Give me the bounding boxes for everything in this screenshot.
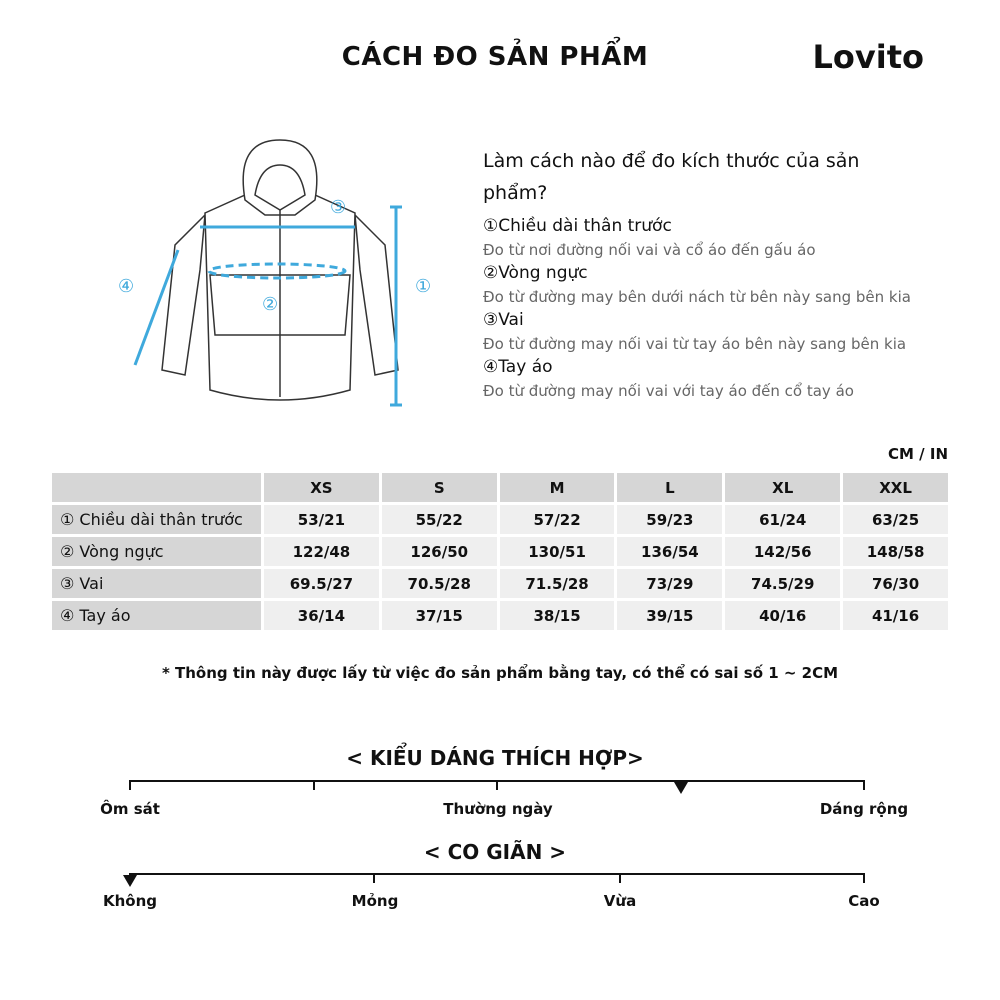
marker-4: ④ xyxy=(118,276,134,297)
cell: 148/58 xyxy=(843,537,948,566)
stretch-title: < CO GIÃN > xyxy=(423,840,567,864)
cell: 57/22 xyxy=(499,505,615,534)
cell: 63/25 xyxy=(843,505,948,534)
cell: 37/15 xyxy=(381,601,497,630)
stretch-tick xyxy=(619,873,621,883)
guide-item-desc: Đo từ đường may nối vai từ tay áo bên nà… xyxy=(483,335,907,353)
fit-title: < KIỂU DÁNG THÍCH HỢP> xyxy=(346,746,644,770)
cell: 38/15 xyxy=(499,601,615,630)
cell: 41/16 xyxy=(843,601,948,630)
size-header: XL xyxy=(725,473,841,502)
cell: 122/48 xyxy=(264,537,379,566)
brand-logo: Lovito xyxy=(812,38,924,76)
cell: 126/50 xyxy=(381,537,497,566)
cell: 74.5/29 xyxy=(725,569,841,598)
stretch-label: Vừa xyxy=(603,892,637,910)
stretch-tick xyxy=(863,873,865,883)
cell: 130/51 xyxy=(499,537,615,566)
table-header-row: XS S M L XL XXL xyxy=(52,473,948,502)
cell: 53/21 xyxy=(264,505,379,534)
fit-tick xyxy=(313,780,315,790)
cell: 69.5/27 xyxy=(264,569,379,598)
fit-label: Dáng rộng xyxy=(819,800,909,818)
row-label: ③ Vai xyxy=(52,569,261,598)
unit-label: CM / IN xyxy=(888,445,948,463)
cell: 70.5/28 xyxy=(381,569,497,598)
jacket-diagram: ④ ② ③ ① xyxy=(118,139,431,407)
size-header: S xyxy=(381,473,497,502)
guide-item-label: ③Vai xyxy=(483,310,524,330)
stretch-label: Mỏng xyxy=(351,892,399,910)
size-table: XS S M L XL XXL ① Chiều dài thân trước 53… xyxy=(49,470,951,633)
marker-2: ② xyxy=(262,294,278,315)
stretch-scale-line xyxy=(129,873,865,875)
size-header: XS xyxy=(264,473,379,502)
marker-1: ① xyxy=(415,276,431,297)
cell: 76/30 xyxy=(843,569,948,598)
fit-tick xyxy=(863,780,865,790)
stretch-label: Không xyxy=(102,892,158,910)
cell: 39/15 xyxy=(617,601,723,630)
table-row: ② Vòng ngực 122/48 126/50 130/51 136/54 142/5… xyxy=(52,537,948,566)
row-label: ④ Tay áo xyxy=(52,601,261,630)
table-row: ③ Vai 69.5/27 70.5/28 71.5/28 73/29 74.5/29 76… xyxy=(52,569,948,598)
cell: 61/24 xyxy=(725,505,841,534)
measurement-note: * Thông tin này được lấy từ việc đo sản … xyxy=(161,664,839,682)
guide-question: Làm cách nào để đo kích thước của sản ph… xyxy=(483,150,860,204)
guide-item-label: ①Chiều dài thân trước xyxy=(483,216,672,236)
cell: 40/16 xyxy=(725,601,841,630)
fit-tick xyxy=(129,780,131,790)
guide-item-label: ②Vòng ngực xyxy=(483,263,588,283)
cell: 73/29 xyxy=(617,569,723,598)
row-label: ② Vòng ngực xyxy=(52,537,261,566)
stretch-label: Cao xyxy=(848,892,880,910)
corner-cell xyxy=(52,473,261,502)
size-header: L xyxy=(617,473,723,502)
stretch-tick xyxy=(373,873,375,883)
table-row: ④ Tay áo 36/14 37/15 38/15 39/15 40/16 41/16 xyxy=(52,601,948,630)
guide-item-label: ④Tay áo xyxy=(483,357,553,377)
stretch-indicator xyxy=(123,875,137,887)
guide-item-desc: Đo từ đường may nối vai với tay áo đến c… xyxy=(483,382,854,400)
cell: 59/23 xyxy=(617,505,723,534)
fit-label: Thường ngày xyxy=(443,800,553,818)
size-header: XXL xyxy=(843,473,948,502)
size-header: M xyxy=(499,473,615,502)
fit-label: Ôm sát xyxy=(100,800,160,818)
cell: 36/14 xyxy=(264,601,379,630)
cell: 55/22 xyxy=(381,505,497,534)
cell: 136/54 xyxy=(617,537,723,566)
guide-item-desc: Đo từ đường may bên dưới nách từ bên này… xyxy=(483,288,911,306)
row-label: ① Chiều dài thân trước xyxy=(52,505,261,534)
fit-indicator xyxy=(673,782,688,794)
table-row: ① Chiều dài thân trước 53/21 55/22 57/22 59/… xyxy=(52,505,948,534)
marker-3: ③ xyxy=(330,197,346,218)
guide-item-desc: Đo từ nơi đường nối vai và cổ áo đến gấu… xyxy=(483,241,816,259)
cell: 71.5/28 xyxy=(499,569,615,598)
fit-tick xyxy=(496,780,498,790)
cell: 142/56 xyxy=(725,537,841,566)
page-title: CÁCH ĐO SẢN PHẨM xyxy=(341,42,649,72)
